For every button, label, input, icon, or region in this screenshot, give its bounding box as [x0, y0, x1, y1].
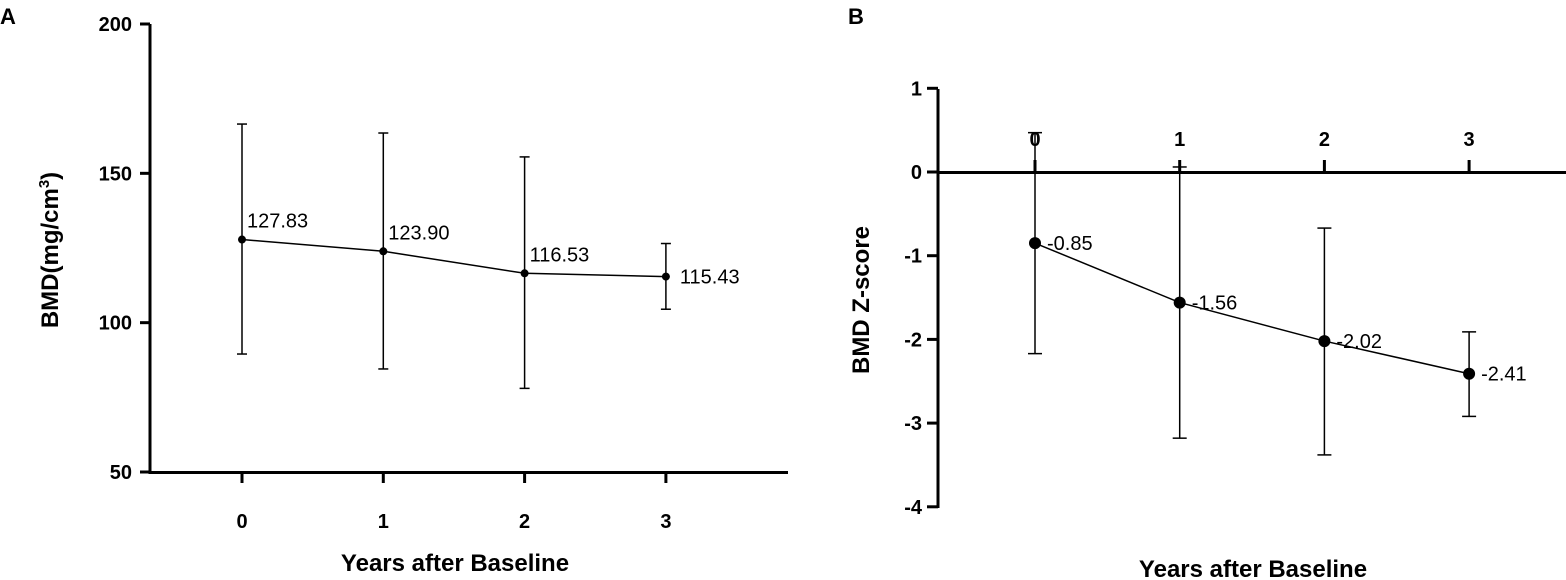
y-tick-label-b--1: -1: [904, 246, 922, 268]
chart-panel-a: A 50 100 150 200 0 1 2 3 127.83 123.90 116.53 115…: [0, 4, 788, 577]
y-tick-label-a-200: 200: [99, 14, 132, 36]
x-tick-label-a-1: 1: [378, 511, 389, 533]
y-tick-label-b--2: -2: [904, 329, 922, 351]
y-axis-title-b: BMD Z-score: [848, 226, 875, 374]
data-label-b-3: -2.41: [1481, 364, 1527, 386]
data-point-a-2: [520, 269, 529, 278]
data-point-a-3: [661, 272, 670, 281]
y-axis-title-a-close: ): [37, 172, 64, 180]
y-axis-title-a-sup: 3: [36, 180, 53, 188]
x-tick-label-a-3: 3: [660, 511, 671, 533]
y-ticks-b: 1 0 -1 -2 -3 -4: [904, 78, 938, 519]
x-tick-label-b-1: 1: [1174, 129, 1185, 151]
series-b: -0.85 -1.56 -2.02 -2.41: [1028, 131, 1527, 456]
x-tick-label-b-2: 2: [1319, 129, 1330, 151]
data-label-a-1: 123.90: [388, 222, 449, 244]
panel-letter-b: B: [848, 4, 864, 29]
y-tick-label-b--3: -3: [904, 413, 922, 435]
data-label-a-0: 127.83: [247, 211, 308, 233]
data-point-a-0: [238, 235, 246, 244]
series-line-b: [1034, 242, 1470, 375]
y-tick-label-b--4: -4: [904, 497, 923, 519]
y-tick-label-b-0: 0: [911, 162, 922, 184]
x-tick-label-a-0: 0: [236, 511, 247, 533]
x-axis-title-a: Years after Baseline: [341, 550, 569, 577]
y-tick-label-a-50: 50: [110, 462, 132, 484]
data-point-a-1: [379, 247, 388, 256]
data-point-b-3: [1463, 367, 1476, 380]
data-label-a-2: 116.53: [530, 244, 590, 266]
x-ticks-a: 0 1 2 3: [236, 472, 671, 533]
x-tick-label-a-2: 2: [519, 511, 530, 533]
panel-letter-a: A: [0, 4, 16, 29]
y-axis-title-a-main: BMD(mg/cm: [37, 188, 64, 328]
x-axis-title-b: Years after Baseline: [1139, 556, 1367, 580]
data-label-b-0: -0.85: [1047, 233, 1093, 255]
y-axis-title-a: BMD(mg/cm3): [36, 172, 64, 328]
series-line-a: [241, 238, 666, 278]
chart-panel-b: B 1 0 -1 -2 -3 -4 0 1 2 3 -0.85 -1.56 -2.02 -2.41 Y…: [848, 4, 1566, 580]
data-label-b-1: -1.56: [1192, 293, 1238, 315]
series-a: 127.83 123.90 116.53 115.43: [237, 123, 740, 390]
data-label-b-2: -2.02: [1336, 331, 1382, 353]
y-tick-label-b-1: 1: [911, 78, 922, 100]
x-tick-label-b-3: 3: [1464, 129, 1475, 151]
data-point-b-0: [1029, 237, 1041, 250]
data-point-b-2: [1318, 335, 1331, 348]
data-point-b-1: [1173, 296, 1186, 309]
y-tick-label-a-150: 150: [99, 163, 132, 185]
y-ticks-a: 50 100 150 200: [99, 14, 150, 484]
y-tick-label-a-100: 100: [99, 313, 132, 335]
data-label-a-3: 115.43: [680, 267, 740, 289]
